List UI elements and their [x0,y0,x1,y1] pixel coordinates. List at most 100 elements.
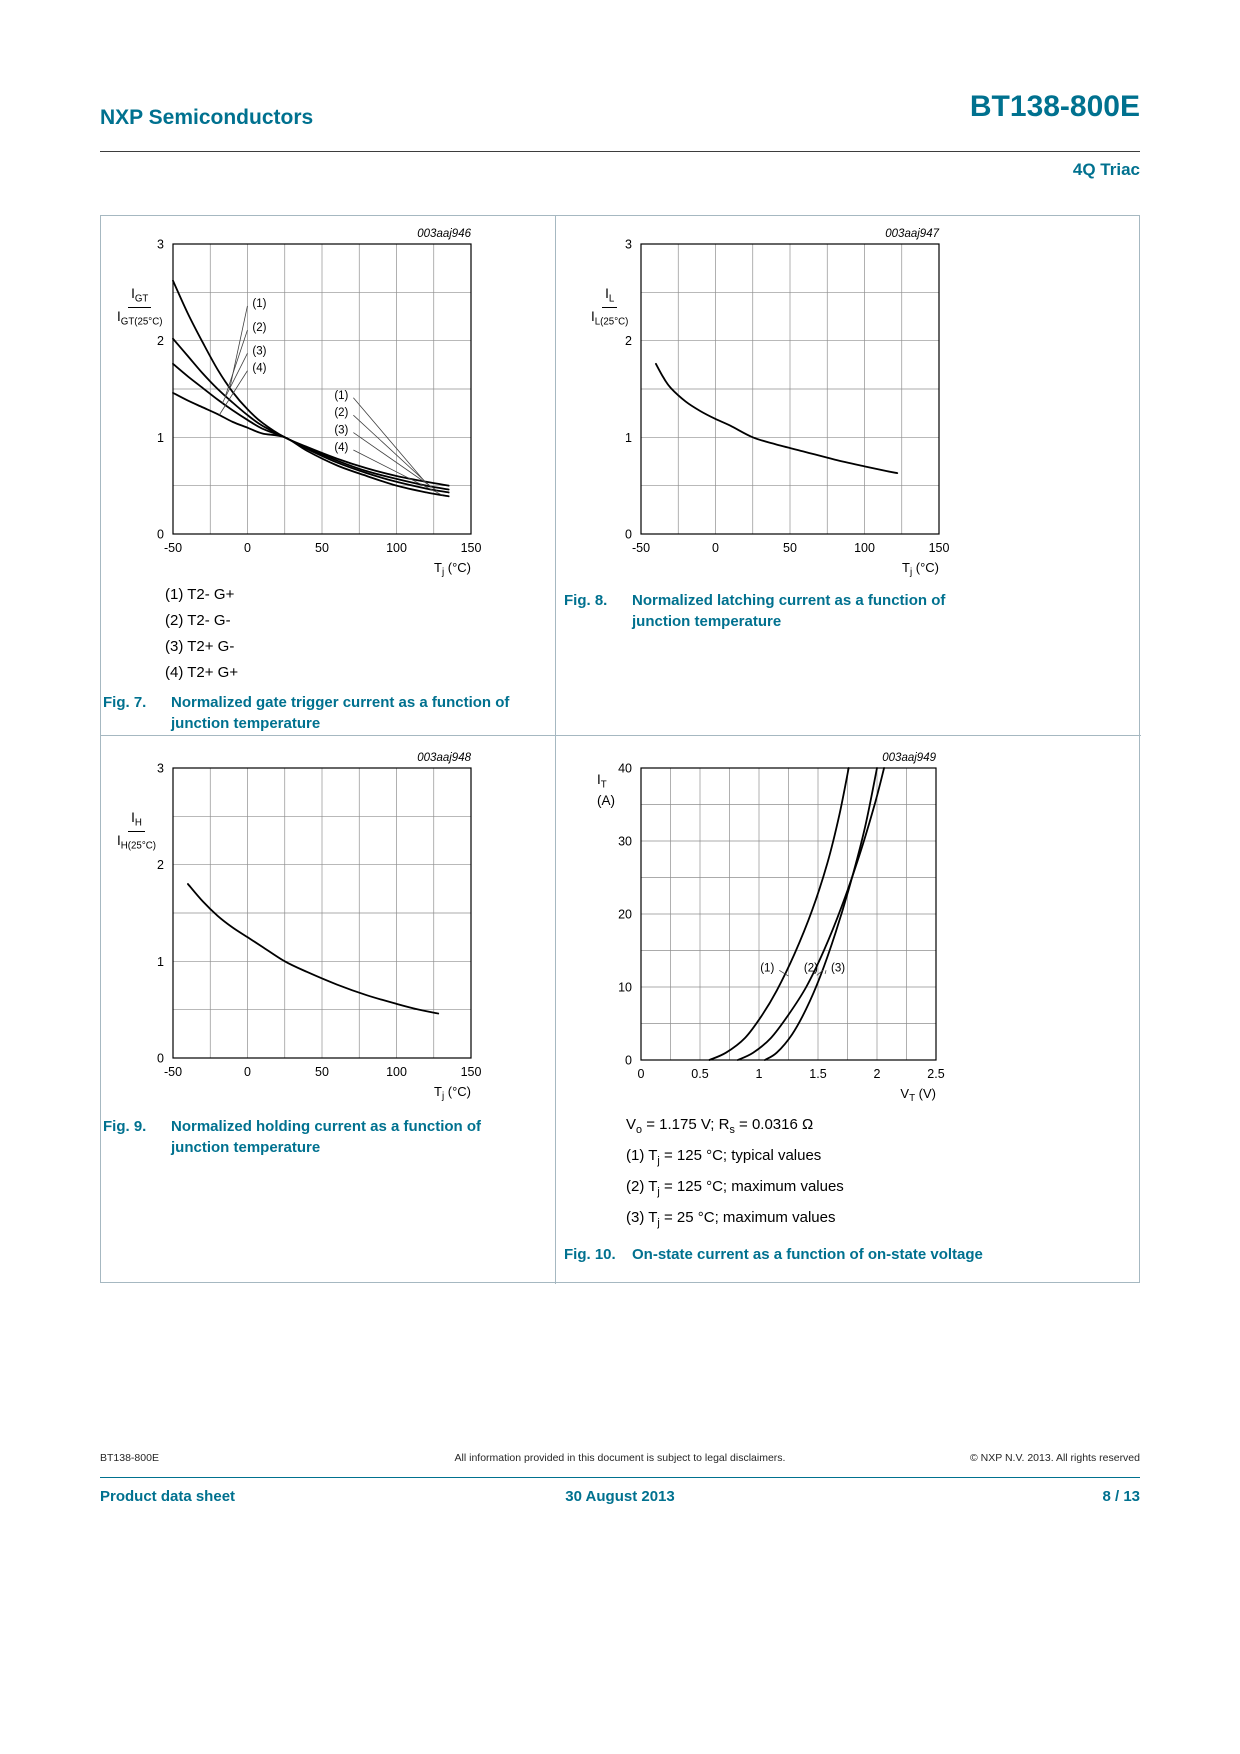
svg-text:2: 2 [157,858,164,872]
svg-text:1: 1 [756,1067,763,1081]
figure-title: Normalized gate trigger current as a fun… [171,694,510,732]
y-axis-numerator: IH [128,810,145,832]
svg-text:50: 50 [783,541,797,555]
svg-text:(4): (4) [252,363,266,375]
svg-text:VT (V): VT (V) [900,1086,936,1104]
figure-number: Fig. 7. [103,694,147,711]
footer-page-number: 8 / 13 [1102,1488,1141,1505]
svg-text:2: 2 [874,1067,881,1081]
fig9-panel: -50 0 50 100 150 0 1 2 3 003aaj948 Tj (°C) IH IH(2… [101,736,556,1284]
svg-text:100: 100 [386,541,407,555]
figure-grid: -50 0 50 100 150 0 1 2 3 003aaj946 Tj (°C) (1) (2) (3… [100,215,1141,1284]
y-axis-numerator: IGT [128,286,152,308]
svg-text:(3): (3) [252,345,266,357]
svg-text:003aaj946: 003aaj946 [417,228,471,240]
footer-date: 30 August 2013 [565,1488,675,1505]
svg-text:-50: -50 [164,1065,182,1079]
svg-text:3: 3 [625,238,632,252]
svg-text:(1): (1) [334,390,348,402]
legend-item: (4) T2+ G+ [165,664,239,681]
fig7-caption: Fig. 7. Normalized gate trigger current … [101,692,555,734]
svg-text:(2): (2) [252,322,266,334]
svg-text:0: 0 [712,541,719,555]
svg-text:003aaj947: 003aaj947 [885,228,939,240]
figure-title: Normalized latching current as a functio… [632,592,946,630]
y-axis-denominator: IL(25°C) [591,308,629,328]
svg-text:2: 2 [157,334,164,348]
legend-item: (1) T2- G+ [165,586,235,603]
svg-text:1: 1 [625,431,632,445]
y-axis-denominator: IGT(25°C) [117,308,163,328]
fig8-chart: -50 0 50 100 150 0 1 2 3 003aaj947 Tj (°C) IL IL(2… [581,224,959,580]
svg-text:1.5: 1.5 [809,1067,826,1081]
legend-item: (3) T2+ G- [165,638,235,655]
condition-line: (3) Tj = 25 °C; maximum values [626,1209,836,1229]
svg-text:50: 50 [315,541,329,555]
svg-text:0: 0 [157,528,164,542]
y-axis-denominator: IH(25°C) [117,832,156,852]
svg-text:(3): (3) [831,962,845,974]
fig9-chart: -50 0 50 100 150 0 1 2 3 003aaj948 Tj (°C) IH IH(2… [101,748,491,1104]
fig7-panel: -50 0 50 100 150 0 1 2 3 003aaj946 Tj (°C) (1) (2) (3… [101,216,556,736]
fig9-y-axis-label: IH IH(25°C) [117,810,156,853]
svg-text:100: 100 [386,1065,407,1079]
fig7-plot: -50 0 50 100 150 0 1 2 3 003aaj946 Tj (°C) (1) (2) (3… [101,224,491,580]
figure-title: On-state current as a function of on-sta… [632,1246,983,1263]
fig7-chart: -50 0 50 100 150 0 1 2 3 003aaj946 Tj (°C) (1) (2) (3… [101,224,491,580]
footer-copyright: © NXP N.V. 2013. All rights reserved [970,1452,1140,1464]
svg-text:(3): (3) [334,425,348,437]
fig10-plot: 0 0.5 1 1.5 2 2.5 0 10 20 30 40 003aaj949 VT (V) (1) (… [581,748,956,1106]
svg-text:0: 0 [638,1067,645,1081]
fig9-plot: -50 0 50 100 150 0 1 2 3 003aaj948 Tj (°C) [101,748,491,1104]
figure-number: Fig. 9. [103,1118,147,1135]
part-subtitle: 4Q Triac [1072,160,1140,179]
svg-text:(4): (4) [334,442,348,454]
footer-part-number: BT138-800E [100,1452,159,1464]
svg-text:0: 0 [244,541,251,555]
svg-text:(2): (2) [804,962,818,974]
svg-text:Tj (°C): Tj (°C) [902,560,939,578]
fig8-panel: -50 0 50 100 150 0 1 2 3 003aaj947 Tj (°C) IL IL(2… [556,216,1141,736]
svg-text:100: 100 [854,541,875,555]
fig10-panel: 0 0.5 1 1.5 2 2.5 0 10 20 30 40 003aaj949 VT (V) (1) (… [556,736,1141,1284]
footer-rule [100,1477,1140,1478]
condition-line: (2) Tj = 125 °C; maximum values [626,1178,844,1198]
svg-text:Tj (°C): Tj (°C) [434,1084,471,1102]
svg-text:50: 50 [315,1065,329,1079]
svg-text:150: 150 [461,541,482,555]
svg-text:30: 30 [618,835,632,849]
svg-text:003aaj949: 003aaj949 [882,752,936,764]
condition-line: (1) Tj = 125 °C; typical values [626,1147,822,1167]
fig10-chart: 0 0.5 1 1.5 2 2.5 0 10 20 30 40 003aaj949 VT (V) (1) (… [581,748,956,1106]
fig7-legend: (1) T2- G+ (2) T2- G- (3) T2+ G- (4) T2+… [165,582,555,686]
svg-text:(1): (1) [252,298,266,310]
footer-disclaimer: All information provided in this documen… [454,1452,786,1464]
footer-legal-row: BT138-800E All information provided in t… [100,1452,1140,1464]
fig10-caption: Fig. 10. On-state current as a function … [562,1244,1141,1265]
figure-title: Normalized holding current as a function… [171,1118,482,1156]
svg-text:40: 40 [618,762,632,776]
svg-text:Tj (°C): Tj (°C) [434,560,471,578]
svg-text:20: 20 [618,908,632,922]
footer-doc-type: Product data sheet [100,1488,236,1505]
svg-text:-50: -50 [632,541,650,555]
footer-info-row: Product data sheet 30 August 2013 8 / 13 [100,1488,1140,1505]
condition-line: Vo = 1.175 V; Rs = 0.0316 Ω [626,1116,814,1136]
vendor-name: NXP Semiconductors [100,106,314,129]
part-number-title: BT138-800E [969,90,1140,123]
fig9-caption: Fig. 9. Normalized holding current as a … [101,1116,555,1158]
header-rule [100,151,1140,152]
svg-text:2: 2 [625,334,632,348]
svg-text:-50: -50 [164,541,182,555]
svg-text:1: 1 [157,955,164,969]
fig7-y-axis-label: IGT IGT(25°C) [117,286,163,329]
svg-text:0: 0 [625,1054,632,1068]
svg-text:0: 0 [244,1065,251,1079]
svg-text:150: 150 [929,541,950,555]
y-axis-numerator: IL [602,286,618,308]
svg-text:10: 10 [618,981,632,995]
svg-text:150: 150 [461,1065,482,1079]
svg-text:0: 0 [625,528,632,542]
svg-text:0: 0 [157,1052,164,1066]
